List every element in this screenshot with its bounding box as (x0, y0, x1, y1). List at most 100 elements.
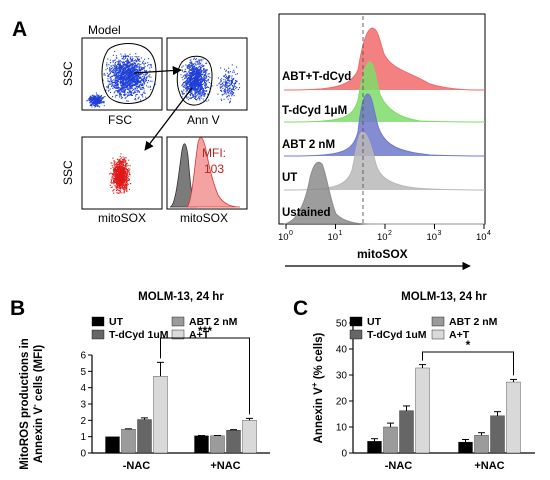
chart-b-ytick-label-3: 3 (80, 400, 86, 411)
chart-b-legend-swatch-0 (91, 316, 105, 327)
histogram-track-label-1: T-dCyd 1μM (282, 105, 347, 117)
histogram-track-line-2 (283, 93, 486, 157)
chart-b-bar-1-2 (226, 429, 241, 454)
plot-box-annv-ssc (166, 37, 248, 111)
histogram-tick-label-2: 10 (377, 232, 388, 243)
chart-c-bar-1-2 (490, 415, 505, 454)
chart-c-legend-swatch-3 (431, 329, 445, 340)
histogram-tick-exponent-0: 0 (289, 230, 293, 237)
chart-b-bar-1-1 (210, 435, 225, 454)
histogram-stained (185, 137, 241, 208)
histogram-track-fill-2 (284, 94, 485, 156)
chart-b-legend-label-2: T-dCyd 1uM (109, 329, 169, 341)
chart-b-legend-label-0: UT (109, 316, 124, 328)
chart-b-ytick-label-1: 1 (80, 432, 86, 443)
chart-b-bar-1-3 (242, 420, 257, 454)
histogram-track-line-3 (283, 131, 486, 191)
chart-c-ytick-label-4: 40 (336, 345, 348, 356)
panel-label-c: C (293, 297, 308, 320)
chart-b-ytick-label-0: 0 (80, 449, 86, 460)
histogram-track-line-1 (283, 61, 486, 123)
histogram-track-fill-0 (284, 28, 485, 90)
chart-b-legend-swatch-3 (171, 329, 185, 340)
chart-c-significance-label: * (466, 338, 471, 352)
chart-c-ytick-label-3: 30 (336, 371, 348, 382)
histogram-tick-label-0: 10 (278, 232, 289, 243)
chart-b-bar-0-2 (137, 419, 152, 454)
histogram-track-line-0 (283, 27, 486, 91)
bar-chart-annexin: MOLM-13, 24 hr 0 10 20 30 40 50 Annexin V+ (% c… (310, 291, 535, 472)
mfi-label: MFI: (202, 146, 226, 160)
chart-c-category-label-0: -NAC (385, 460, 413, 472)
histogram-track-fill-1 (284, 62, 485, 122)
chart-b-category-label-1: +NAC (210, 460, 240, 472)
chart-c-legend-swatch-1 (431, 316, 445, 327)
chart-b-significance-label: *** (198, 324, 212, 338)
chart-c-legend-label-1: ABT 2 nM (449, 316, 498, 328)
scatter-dots-fsc-ssc (86, 50, 156, 108)
flow-cytometry-plots: MFI: 103 Model SSC FSC Ann V SSC mitoSOX… (61, 23, 248, 225)
stacked-histogram: ABT+T-dCyd T-dCyd 1μM ABT 2 nM UT Ustained 1… (278, 13, 491, 271)
histogram-track-fill-3 (284, 132, 485, 190)
chart-b-ylabel-line1: MitoROS productions in (19, 338, 31, 470)
chart-c-ytick-label-5: 50 (336, 319, 348, 330)
chart-b-legend-label-1: ABT 2 nM (189, 316, 238, 328)
chart-c-bar-1-3 (506, 381, 521, 454)
chart-c-bar-0-0 (367, 441, 382, 454)
chart-c-title: MOLM-13, 24 hr (401, 291, 487, 303)
chart-c-bar-0-3 (415, 367, 430, 454)
chart-c-ytick-label-0: 0 (341, 449, 347, 460)
chart-b-bar-0-3 (153, 376, 168, 454)
chart-b-ytick-label-4: 4 (80, 383, 86, 394)
chart-b-ytick-label-6: 6 (80, 351, 86, 362)
gate-live-cells (101, 43, 157, 104)
chart-c-bar-1-0 (458, 441, 473, 454)
ssc-axis-label-bottom: SSC (61, 160, 75, 185)
chart-b-legend-swatch-1 (171, 316, 185, 327)
chart-b-significance-bracket (160, 337, 250, 415)
chart-b-ytick-label-2: 2 (80, 416, 86, 427)
chart-c-legend-label-0: UT (367, 316, 382, 328)
histogram-tick-exponent-4: 4 (487, 230, 491, 237)
ssc-axis-label-top: SSC (61, 61, 75, 86)
panel-label-a: A (12, 18, 27, 41)
scatter-dots-annv-ssc (180, 57, 241, 104)
histogram-tick-label-1: 10 (328, 232, 339, 243)
chart-c-legend-swatch-0 (349, 316, 363, 327)
histogram-track-label-4: Ustained (282, 207, 331, 219)
annv-axis-label: Ann V (187, 113, 220, 127)
mitosox-axis-label-2: mitoSOX (180, 211, 228, 225)
chart-c-bar-1-1 (474, 435, 489, 454)
chart-b-bar-1-0 (194, 435, 209, 454)
chart-c-ytick-label-1: 10 (336, 423, 348, 434)
histogram-tick-exponent-3: 3 (438, 230, 442, 237)
mfi-value: 103 (204, 162, 224, 176)
histogram-track-fill-4 (284, 162, 485, 224)
chart-c-significance-bracket (422, 351, 514, 376)
panel-label-b: B (10, 297, 25, 320)
chart-c-bar-0-1 (383, 426, 398, 454)
mitosox-axis-label-1: mitoSOX (98, 211, 146, 225)
arrow-gate-1 (133, 65, 182, 76)
histogram-track-line-4 (283, 161, 485, 225)
chart-b-ytick-label-5: 5 (80, 367, 86, 378)
chart-c-legend-label-3: A+T (449, 329, 470, 341)
scatter-dots-mitosox (108, 153, 132, 194)
histogram-track-label-2: ABT 2 nM (282, 139, 335, 151)
histogram-tick-exponent-1: 1 (339, 230, 343, 237)
chart-c-legend-swatch-2 (349, 329, 363, 340)
arrow-gate-2 (144, 87, 193, 151)
histogram-tick-label-4: 10 (476, 232, 487, 243)
chart-c-bar-0-2 (399, 410, 414, 454)
chart-b-ylabel-line2: Annexin V- cells (MFI) (30, 345, 45, 464)
chart-b-legend-swatch-2 (91, 329, 105, 340)
chart-c-ylabel: Annexin V+ (% cells) (310, 332, 325, 443)
scatter-title-model: Model (88, 23, 121, 37)
histogram-track-label-3: UT (282, 172, 297, 184)
chart-b-bar-0-1 (121, 429, 136, 454)
bar-chart-mitoros: MOLM-13, 24 hr 0 1 2 3 4 5 6 MitoROS productions… (19, 291, 270, 472)
chart-b-bar-0-0 (105, 436, 120, 454)
histogram-track-label-0: ABT+T-dCyd (282, 71, 351, 83)
histogram-tick-exponent-2: 2 (388, 230, 392, 237)
